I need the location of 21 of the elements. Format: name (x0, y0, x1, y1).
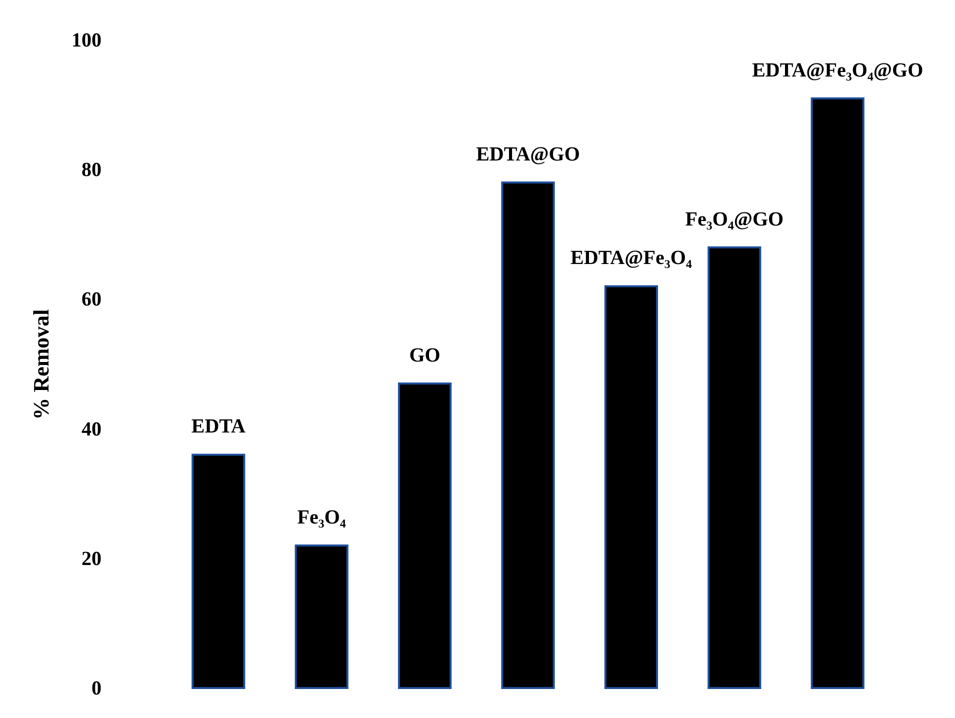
y-tick-label: 80 (82, 159, 102, 182)
x-tick-label: EDTA@Fe₃O₄@GO (752, 59, 924, 82)
y-axis-title: % Removal (28, 309, 54, 420)
y-tick-label: 0 (92, 678, 102, 700)
y-tick-label: 40 (82, 418, 102, 440)
bar (708, 246, 762, 689)
x-tick-label: EDTA (191, 416, 246, 438)
bar (810, 97, 864, 689)
y-tick-label: 60 (82, 288, 102, 311)
y-tick-label: 100 (72, 30, 102, 52)
y-tick-label: 20 (82, 548, 102, 570)
bar (398, 382, 452, 689)
bar (294, 544, 348, 689)
x-tick-label: Fe₃O₄ (297, 506, 346, 528)
x-tick-label: EDTA@Fe₃O₄ (570, 247, 692, 270)
bar (192, 454, 246, 689)
x-tick-label: Fe₃O₄@GO (685, 208, 784, 230)
bar (501, 182, 555, 689)
x-tick-label: EDTA@GO (476, 144, 580, 166)
bar (604, 285, 658, 689)
x-tick-label: GO (409, 344, 440, 366)
